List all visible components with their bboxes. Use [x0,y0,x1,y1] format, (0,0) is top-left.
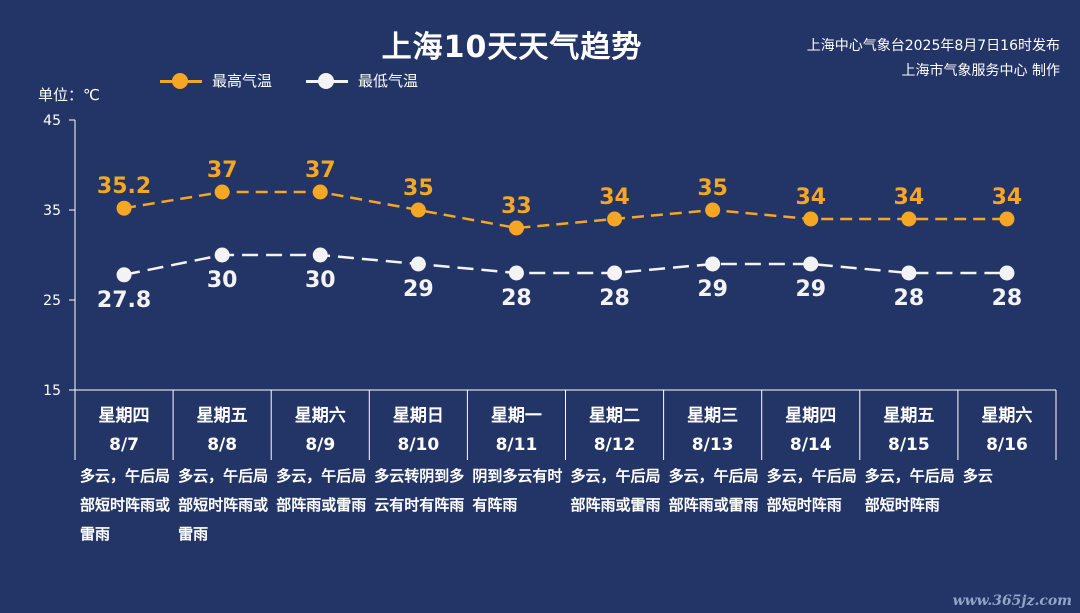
date-label: 8/9 [305,435,335,455]
low-temp-point [705,256,721,272]
weekday-label: 星期一 [491,406,542,426]
date-label: 8/7 [109,435,139,455]
low-temp-label: 29 [697,277,728,302]
y-tick-label: 15 [43,383,61,399]
chart-legend: 最高气温 最低气温 [160,70,418,91]
low-temp-point [803,256,819,272]
weekday-label: 星期日 [393,406,444,426]
date-label: 8/16 [986,435,1028,455]
high-temp-point [508,220,524,236]
low-temp-label: 27.8 [97,288,151,313]
high-temp-point [999,211,1015,227]
low-temp-point [508,265,524,281]
legend-item-high: 最高气温 [160,70,272,91]
low-temp-point [312,247,328,263]
low-temp-label: 29 [403,277,434,302]
weather-description: 多云，午后局部短时阵雨或雷雨 [80,467,171,543]
high-temp-label: 34 [894,185,925,210]
high-temp-point [803,211,819,227]
high-temp-label: 34 [795,185,826,210]
weather-description: 多云，午后局部短时阵雨或雷雨 [178,467,269,543]
low-temp-label: 28 [894,286,925,311]
page-title: 上海10天天气趋势 [381,30,643,65]
high-temp-point [214,184,230,200]
low-temp-label: 28 [599,286,630,311]
weather-description: 多云，午后局部阵雨或雷雨 [570,467,661,514]
low-temp-label: 30 [305,268,336,293]
publisher-info: 上海中心气象台2025年8月7日16时发布 上海市气象服务中心 制作 [807,34,1060,84]
low-temp-label: 29 [795,277,826,302]
legend-item-low: 最低气温 [306,70,418,91]
high-temp-label: 34 [599,185,630,210]
high-temp-label: 35 [697,176,728,201]
weekday-label: 星期四 [99,406,150,426]
high-temp-point [705,202,721,218]
high-temp-line [123,190,1007,230]
date-label: 8/8 [207,435,237,455]
publisher-line-1: 上海中心气象台2025年8月7日16时发布 [806,38,1060,54]
date-label: 8/10 [397,435,439,455]
low-temp-label: 30 [207,268,238,293]
weather-description: 多云，午后局部短时阵雨 [864,467,955,514]
weekday-label: 星期四 [785,406,836,426]
high-temp-point [312,184,328,200]
legend-high-marker [160,71,202,91]
legend-low-marker [306,71,349,91]
date-label: 8/11 [496,435,538,455]
unit-label: 单位：℃ [38,86,100,104]
date-label: 8/15 [888,435,930,455]
low-temp-point [901,265,917,281]
date-label: 8/12 [594,435,636,455]
low-temp-point [999,265,1015,281]
publisher-line-2: 上海市气象服务中心 制作 [901,63,1060,79]
high-temp-point [410,202,426,218]
legend-low-label: 最低气温 [358,72,419,90]
high-temp-point [607,211,623,227]
low-temp-point [410,256,426,272]
low-temp-line [123,253,1007,277]
weekday-label: 星期二 [589,406,640,426]
low-temp-label: 28 [992,286,1023,311]
watermark: www.365jz.com [952,593,1072,609]
weather-description: 多云 [962,467,993,485]
high-temp-point [901,211,917,227]
weather-description: 多云，午后局部阵雨或雷雨 [276,467,367,514]
high-temp-label: 37 [305,158,336,183]
high-temp-label: 35 [403,176,434,201]
legend-high-label: 最高气温 [212,72,273,90]
low-temp-label: 28 [501,286,532,311]
weather-description: 多云，午后局部阵雨或雷雨 [668,467,759,514]
date-label: 8/14 [790,435,832,455]
low-temp-point [214,247,230,263]
weekday-label: 星期五 [883,406,934,426]
weekday-label: 星期五 [197,406,248,426]
weekday-label: 星期六 [981,405,1032,426]
high-temp-label: 33 [501,194,532,219]
weekday-label: 星期三 [687,406,738,426]
high-temp-label: 34 [992,185,1023,210]
low-temp-point [116,267,132,283]
y-tick-label: 25 [43,293,61,309]
y-tick-label: 35 [43,203,61,219]
low-temp-point [607,265,623,281]
high-temp-label: 35.2 [97,174,151,199]
high-temp-point [116,200,132,216]
weekday-label: 星期六 [295,405,346,426]
weather-description: 多云转阴到多云有时有阵雨 [374,467,465,514]
high-temp-label: 37 [207,158,238,183]
weather-description: 多云，午后局部短时阵雨 [766,467,857,514]
date-label: 8/13 [692,435,734,455]
y-tick-label: 45 [43,113,61,129]
weather-description: 阴到多云有时有阵雨 [472,467,563,514]
